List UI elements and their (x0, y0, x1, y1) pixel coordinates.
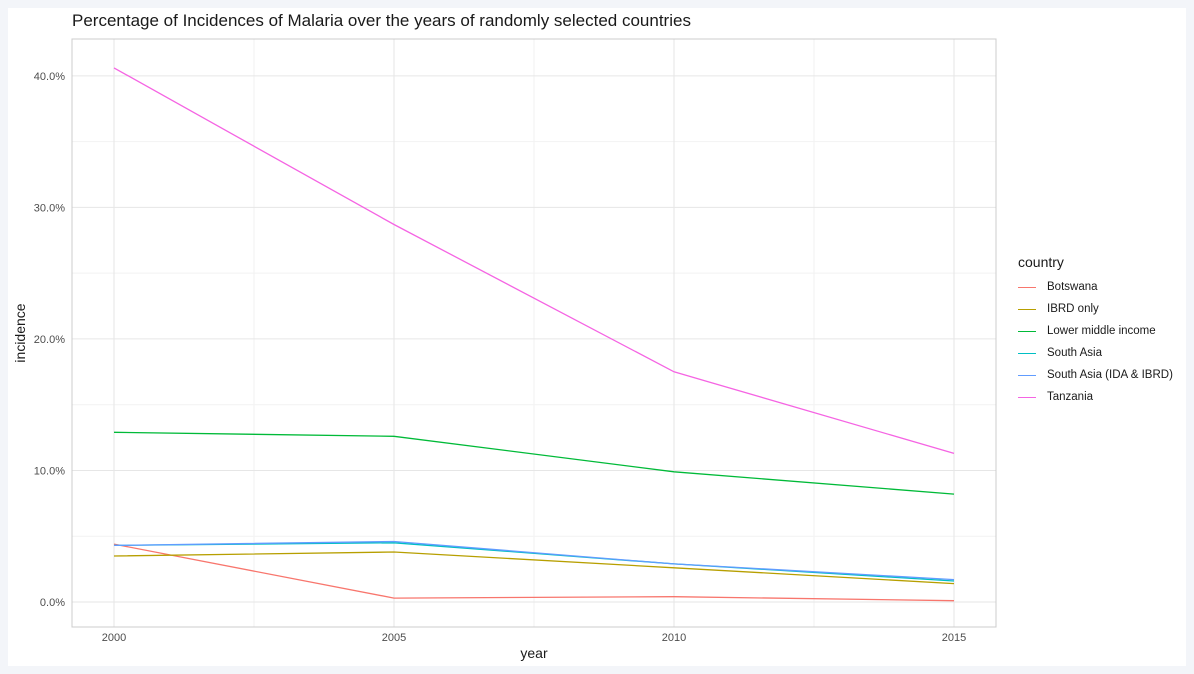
legend: country Botswana IBRD only Lower middle in… (1018, 254, 1173, 408)
legend-item-tanzania: Tanzania (1018, 386, 1173, 408)
legend-item-lower-middle-income: Lower middle income (1018, 320, 1173, 342)
legend-swatch (1018, 396, 1036, 398)
legend-item-south-asia-ida-ibrd: South Asia (IDA & IBRD) (1018, 364, 1173, 386)
legend-items: Botswana IBRD only Lower middle income Sout… (1018, 276, 1173, 408)
x-tick-label: 2015 (942, 632, 966, 644)
plot-border (71, 38, 997, 628)
series-line-botswana (113, 543, 955, 602)
legend-item-ibrd-only: IBRD only (1018, 298, 1173, 320)
y-tick-label: 10.0% (34, 465, 65, 477)
legend-swatch (1018, 308, 1036, 310)
legend-item-botswana: Botswana (1018, 276, 1173, 298)
y-tick-label: 20.0% (34, 334, 65, 346)
chart-panel (8, 8, 1186, 666)
x-tick-label: 2010 (662, 632, 686, 644)
x-tick-labels: 2000 2005 2010 2015 (102, 632, 966, 644)
series-lines (113, 67, 955, 602)
x-tick-label: 2005 (382, 632, 406, 644)
legend-swatch (1018, 374, 1036, 376)
legend-title: country (1018, 254, 1064, 270)
legend-swatch (1018, 330, 1036, 332)
series-line-lower-middle-income (113, 431, 955, 495)
legend-label: South Asia (1047, 347, 1102, 359)
chart-title: Percentage of Incidences of Malaria over… (72, 11, 691, 30)
legend-label: Tanzania (1047, 391, 1094, 403)
legend-label: South Asia (IDA & IBRD) (1047, 369, 1173, 381)
minor-gridlines (72, 39, 996, 627)
legend-item-south-asia: South Asia (1018, 342, 1173, 364)
x-tick-label: 2000 (102, 632, 126, 644)
x-axis-title: year (520, 645, 548, 661)
y-axis-title: incidence (12, 303, 28, 362)
legend-label: IBRD only (1047, 303, 1099, 315)
series-line-tanzania (113, 67, 955, 455)
y-tick-label: 0.0% (40, 597, 65, 609)
legend-label: Botswana (1047, 281, 1098, 293)
series-line-south-asia-ida-ibrd (113, 540, 955, 581)
legend-swatch (1018, 286, 1036, 288)
major-gridlines (72, 39, 996, 627)
legend-label: Lower middle income (1047, 325, 1156, 337)
y-tick-label: 30.0% (34, 202, 65, 214)
legend-swatch (1018, 352, 1036, 354)
y-tick-label: 40.0% (34, 71, 65, 83)
series-line-ibrd-only (113, 551, 955, 585)
y-tick-labels: 0.0% 10.0% 20.0% 30.0% 40.0% (34, 71, 65, 609)
